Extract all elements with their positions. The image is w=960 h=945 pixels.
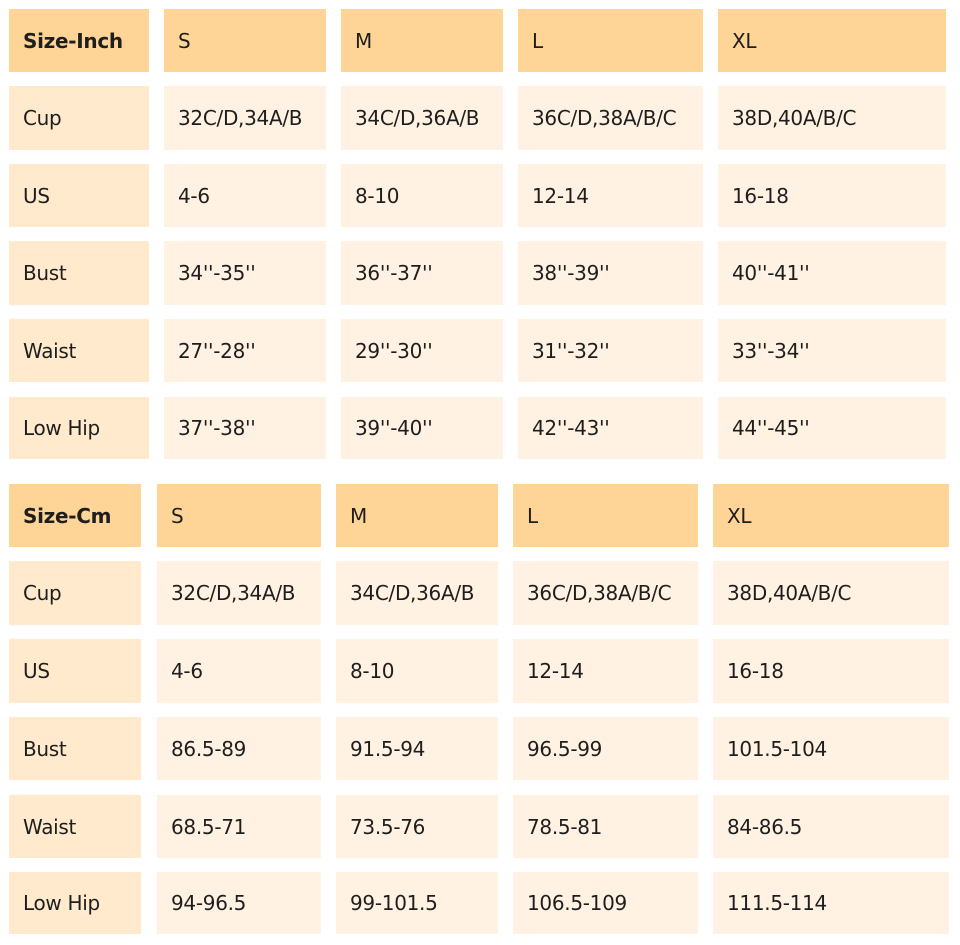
size-column-header: L xyxy=(513,484,698,547)
measurement-cell: 8-10 xyxy=(336,639,498,703)
measurement-cell: 34C/D,36A/B xyxy=(341,86,503,150)
row-label-cell: Low Hip xyxy=(9,872,141,934)
table-title-header: Size-Cm xyxy=(9,484,141,547)
measurement-cell: 44''-45'' xyxy=(718,397,946,459)
measurement-cell: 32C/D,34A/B xyxy=(157,561,321,625)
measurement-cell: 32C/D,34A/B xyxy=(164,86,326,150)
measurement-cell: 96.5-99 xyxy=(513,717,698,780)
measurement-cell: 4-6 xyxy=(157,639,321,703)
measurement-cell: 106.5-109 xyxy=(513,872,698,934)
size-column-header: S xyxy=(164,9,326,72)
measurement-cell: 38''-39'' xyxy=(518,241,703,305)
measurement-cell: 86.5-89 xyxy=(157,717,321,780)
row-label-cell: Low Hip xyxy=(9,397,149,459)
measurement-cell: 36C/D,38A/B/C xyxy=(518,86,703,150)
measurement-cell: 38D,40A/B/C xyxy=(713,561,949,625)
size-column-header: M xyxy=(336,484,498,547)
measurement-cell: 16-18 xyxy=(718,164,946,227)
row-label-cell: Cup xyxy=(9,86,149,150)
row-label-cell: Bust xyxy=(9,241,149,305)
measurement-cell: 91.5-94 xyxy=(336,717,498,780)
row-label-cell: US xyxy=(9,639,141,703)
row-label-cell: Waist xyxy=(9,795,141,858)
measurement-cell: 99-101.5 xyxy=(336,872,498,934)
measurement-cell: 94-96.5 xyxy=(157,872,321,934)
measurement-cell: 16-18 xyxy=(713,639,949,703)
size-column-header: M xyxy=(341,9,503,72)
measurement-cell: 36''-37'' xyxy=(341,241,503,305)
measurement-cell: 29''-30'' xyxy=(341,319,503,382)
measurement-cell: 12-14 xyxy=(518,164,703,227)
measurement-cell: 101.5-104 xyxy=(713,717,949,780)
measurement-cell: 34''-35'' xyxy=(164,241,326,305)
row-label-cell: Cup xyxy=(9,561,141,625)
measurement-cell: 42''-43'' xyxy=(518,397,703,459)
row-label-cell: Waist xyxy=(9,319,149,382)
size-column-header: S xyxy=(157,484,321,547)
row-label-cell: US xyxy=(9,164,149,227)
size-column-header: L xyxy=(518,9,703,72)
measurement-cell: 31''-32'' xyxy=(518,319,703,382)
measurement-cell: 36C/D,38A/B/C xyxy=(513,561,698,625)
table-title-header: Size-Inch xyxy=(9,9,149,72)
measurement-cell: 12-14 xyxy=(513,639,698,703)
measurement-cell: 8-10 xyxy=(341,164,503,227)
measurement-cell: 27''-28'' xyxy=(164,319,326,382)
measurement-cell: 38D,40A/B/C xyxy=(718,86,946,150)
size-column-header: XL xyxy=(713,484,949,547)
measurement-cell: 78.5-81 xyxy=(513,795,698,858)
measurement-cell: 40''-41'' xyxy=(718,241,946,305)
measurement-cell: 39''-40'' xyxy=(341,397,503,459)
row-label-cell: Bust xyxy=(9,717,141,780)
measurement-cell: 33''-34'' xyxy=(718,319,946,382)
measurement-cell: 37''-38'' xyxy=(164,397,326,459)
measurement-cell: 84-86.5 xyxy=(713,795,949,858)
measurement-cell: 4-6 xyxy=(164,164,326,227)
size-column-header: XL xyxy=(718,9,946,72)
measurement-cell: 68.5-71 xyxy=(157,795,321,858)
measurement-cell: 111.5-114 xyxy=(713,872,949,934)
measurement-cell: 73.5-76 xyxy=(336,795,498,858)
measurement-cell: 34C/D,36A/B xyxy=(336,561,498,625)
